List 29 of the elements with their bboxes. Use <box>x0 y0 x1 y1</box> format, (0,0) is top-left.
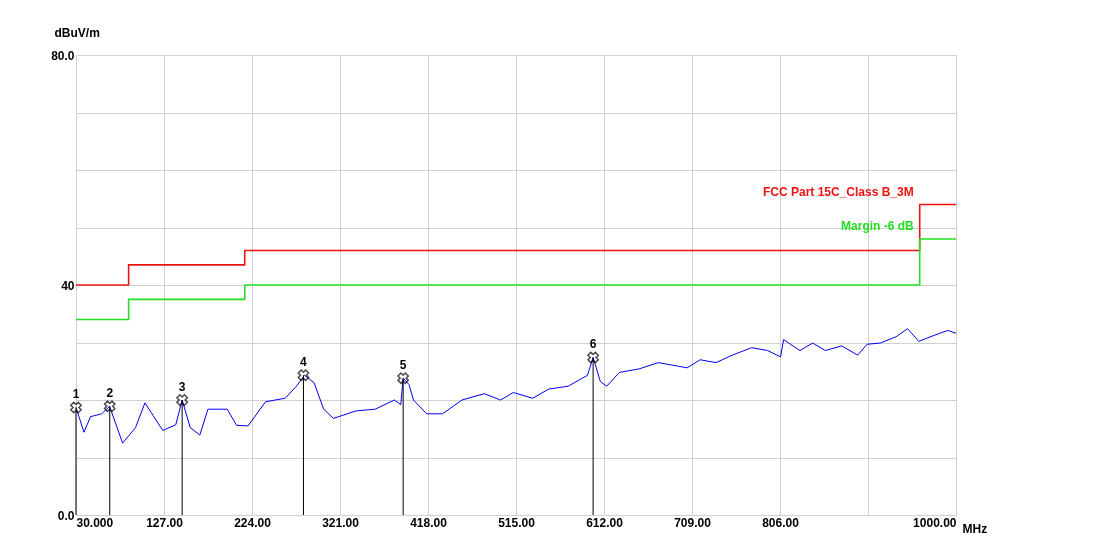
point <box>587 351 600 364</box>
y-tick-label: 40 <box>61 278 75 293</box>
point <box>70 401 82 414</box>
point <box>297 369 310 382</box>
x-tick-label: 1000.00 <box>913 515 957 530</box>
annotation: 4 <box>300 355 308 370</box>
x-tick-label: 30.000 <box>76 515 114 530</box>
annotation: 2 <box>106 386 114 401</box>
point <box>176 394 189 406</box>
x-tick-label: 806.00 <box>762 515 800 530</box>
y-axis-title: dBuV/m <box>54 25 100 40</box>
x-tick-label: 515.00 <box>498 515 536 530</box>
series-label: FCC Part 15C_Class B_3M <box>762 184 914 199</box>
y-tick-label: 0.0 <box>57 508 75 523</box>
point <box>397 372 410 385</box>
x-axis-title: MHz <box>962 521 988 536</box>
point <box>103 400 116 413</box>
x-tick-label: 127.00 <box>146 515 184 530</box>
x-tick-label: 321.00 <box>322 515 360 530</box>
annotation: 6 <box>589 337 597 352</box>
x-tick-label: 224.00 <box>234 515 272 530</box>
series-label: Margin -6 dB <box>841 219 915 233</box>
annotation: 1 <box>72 387 80 402</box>
x-tick-label: 709.00 <box>674 515 712 530</box>
y-tick-label: 80.0 <box>51 48 75 63</box>
annotation: 5 <box>399 358 407 373</box>
annotation: 3 <box>178 380 186 394</box>
x-tick-label: 418.00 <box>410 515 448 530</box>
x-tick-label: 612.00 <box>586 515 624 530</box>
